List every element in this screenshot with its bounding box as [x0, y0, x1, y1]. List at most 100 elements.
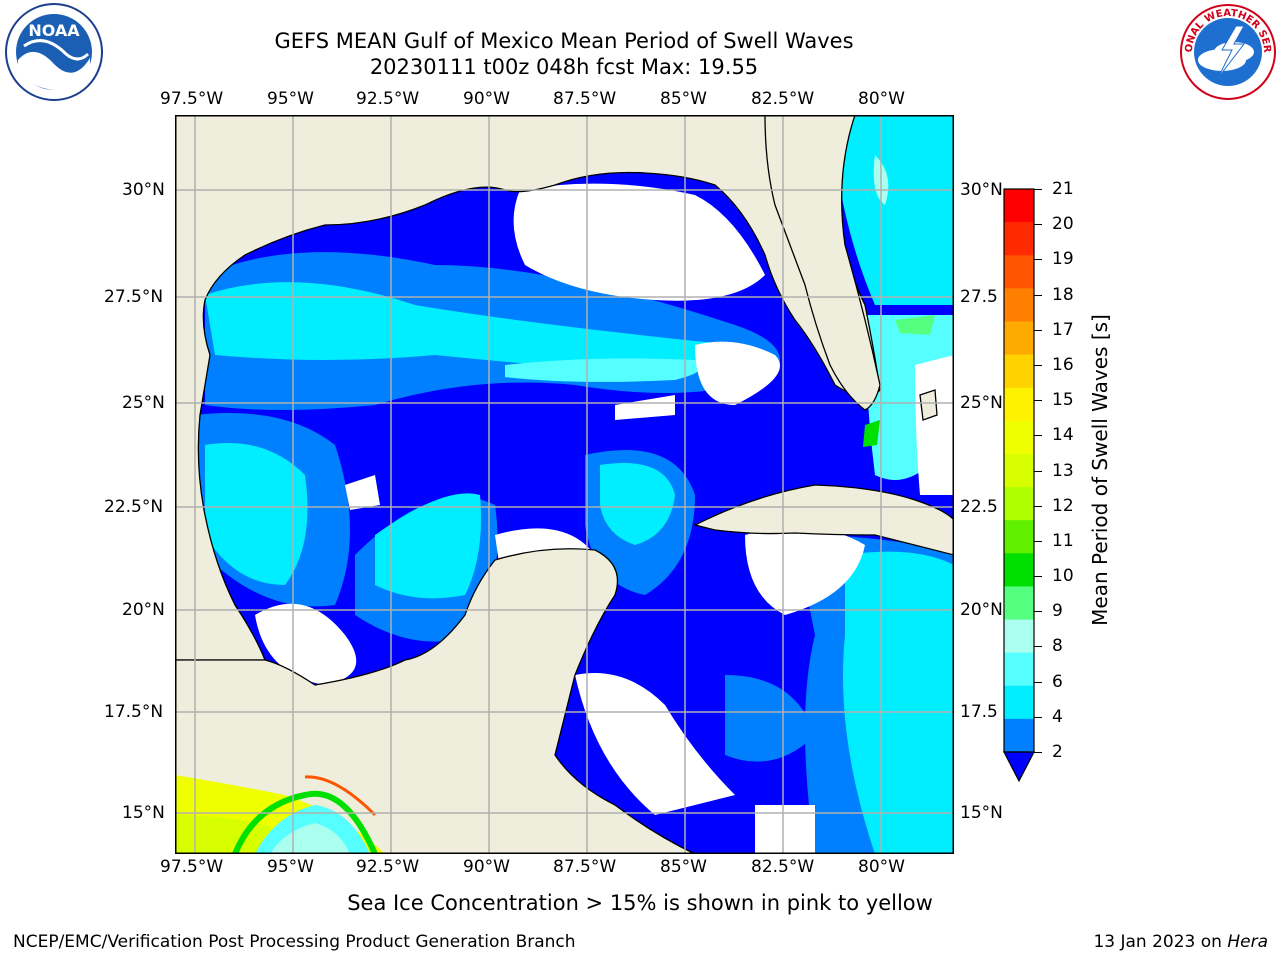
lon-tick-bottom: 82.5°W: [751, 857, 815, 877]
colorbar-tick-label: 20: [1052, 214, 1074, 235]
colorbar-label-wrap: Mean Period of Swell Waves [s]: [1085, 185, 1115, 755]
gulf-map: [175, 115, 954, 854]
lat-tick-left: 15°N: [122, 803, 165, 823]
colorbar-segment: [1004, 718, 1034, 753]
graticule: [175, 115, 954, 854]
colorbar-segment: [1004, 586, 1034, 621]
colorbar-tick-label: 10: [1052, 566, 1074, 587]
colorbar-tick-label: 13: [1052, 460, 1074, 481]
lon-tick-top: 92.5°W: [356, 89, 420, 109]
swell-band-4-6: [600, 463, 675, 545]
land-florida: [764, 115, 881, 411]
colorbar-tick-mark: [1034, 716, 1042, 718]
lon-tick-top: 87.5°W: [553, 89, 617, 109]
colorbar-tick-mark: [1034, 400, 1042, 402]
lat-tick-right: 17.5: [960, 702, 998, 722]
noaa-logo: NOAA: [4, 2, 104, 102]
lon-tick-bottom: 97.5°W: [160, 857, 224, 877]
colorbar-segment: [1004, 553, 1034, 587]
colorbar-segment: [1004, 222, 1034, 256]
lat-tick-left: 27.5°N: [104, 287, 164, 307]
colorbar-tick-label: 19: [1052, 249, 1074, 270]
colorbar-segment: [1004, 520, 1034, 554]
land-andros: [919, 389, 938, 421]
colorbar-tick-label: 12: [1052, 495, 1074, 516]
lat-tick-right: 30°N: [960, 180, 1003, 200]
colorbar-segment: [1004, 685, 1034, 720]
lon-tick-bottom: 95°W: [267, 857, 314, 877]
lon-tick-top: 95°W: [267, 89, 314, 109]
colorbar-tick-mark: [1034, 329, 1042, 331]
colorbar-extend-triangle: [1003, 751, 1035, 783]
colorbar-ticks: 21 20 19 18 17 16 15 14 13 12 11 10 9 8 6 4 2: [1034, 179, 1080, 785]
colorbar-tick-label: 4: [1052, 706, 1063, 727]
colorbar-tick-label: 9: [1052, 601, 1063, 622]
pacific-swell-ring: [304, 775, 377, 817]
colorbar-segment: [1004, 189, 1034, 223]
lon-tick-bottom: 80°W: [858, 857, 905, 877]
colorbar-segment: [1004, 288, 1034, 322]
colorbar-tick-mark: [1034, 576, 1042, 578]
colorbar-segment: [1004, 453, 1034, 488]
lat-tick-right: 20°N: [960, 600, 1003, 620]
colorbar-tick-mark: [1034, 435, 1042, 437]
lat-tick-right: 22.5: [960, 497, 998, 517]
colorbar-tick-label: 2: [1052, 742, 1063, 762]
colorbar-tick-mark: [1034, 752, 1042, 753]
colorbar-segment: [1004, 255, 1034, 289]
lon-tick-bottom: 87.5°W: [553, 857, 617, 877]
colorbar: [1003, 188, 1035, 783]
colorbar-segment: [1004, 652, 1034, 687]
colorbar-tick-label: 8: [1052, 636, 1063, 657]
lat-tick-left: 30°N: [122, 180, 165, 200]
colorbar-tick-label: 16: [1052, 354, 1074, 375]
colorbar-segment: [1004, 354, 1034, 389]
lon-tick-top: 90°W: [463, 89, 510, 109]
land-masses: [175, 115, 954, 854]
lat-tick-right: 27.5: [960, 287, 998, 307]
swell-band-10-11: [863, 420, 880, 447]
lat-tick-left: 17.5°N: [104, 702, 164, 722]
lon-tick-top: 97.5°W: [160, 89, 224, 109]
colorbar-tick-label: 6: [1052, 671, 1063, 692]
run-date: 13 Jan 2023 on Hera: [1093, 932, 1268, 952]
colorbar-tick-mark: [1034, 611, 1042, 613]
map-subtitle: 20230111 t00z 048h fcst Max: 19.55: [369, 55, 759, 79]
colorbar-tick-mark: [1034, 470, 1042, 472]
colorbar-tick-label: 14: [1052, 425, 1074, 446]
colorbar-label: Mean Period of Swell Waves [s]: [1088, 314, 1112, 626]
lat-tick-right: 15°N: [960, 803, 1003, 823]
branch-credit: NCEP/EMC/Verification Post Processing Pr…: [13, 932, 576, 952]
swell-band-4-6: [835, 115, 954, 305]
colorbar-segment: [1004, 619, 1034, 654]
sea-ice-note: Sea Ice Concentration > 15% is shown in …: [347, 891, 933, 915]
swell-band-2-4: [725, 675, 815, 762]
svg-text:NOAA: NOAA: [28, 21, 80, 40]
map-title: GEFS MEAN Gulf of Mexico Mean Period of …: [274, 29, 854, 53]
swell-band-4-6: [205, 443, 308, 585]
lat-tick-left: 22.5°N: [104, 497, 164, 517]
colorbar-tick-label: 11: [1052, 530, 1074, 551]
map-frame: [175, 115, 954, 854]
swell-band-4-6: [375, 493, 481, 599]
swell-band-9-10: [895, 315, 935, 335]
land-mexico: [175, 548, 696, 854]
lat-tick-left: 20°N: [122, 600, 165, 620]
lon-tick-bottom: 92.5°W: [356, 857, 420, 877]
colorbar-tick-label: 21: [1052, 179, 1074, 199]
colorbar-tick-mark: [1034, 364, 1042, 366]
colorbar-tick-mark: [1034, 294, 1042, 296]
colorbar-tick-mark: [1034, 681, 1042, 683]
lon-tick-top: 85°W: [660, 89, 707, 109]
colorbar-segment: [1004, 321, 1034, 356]
colorbar-tick-label: 18: [1052, 284, 1074, 305]
swell-band-4-6: [843, 551, 954, 854]
colorbar-segment: [1004, 487, 1034, 521]
nws-logo: NATIONAL WEATHER SERVICE: [1174, 0, 1278, 102]
pacific-swell-ring: [232, 790, 378, 854]
swell-band-4-6: [205, 282, 735, 375]
colorbar-tick-mark: [1034, 646, 1042, 648]
lat-tick-left: 25°N: [122, 393, 165, 413]
colorbar-tick-label: 15: [1052, 390, 1074, 411]
colorbar-tick-mark: [1034, 540, 1042, 542]
